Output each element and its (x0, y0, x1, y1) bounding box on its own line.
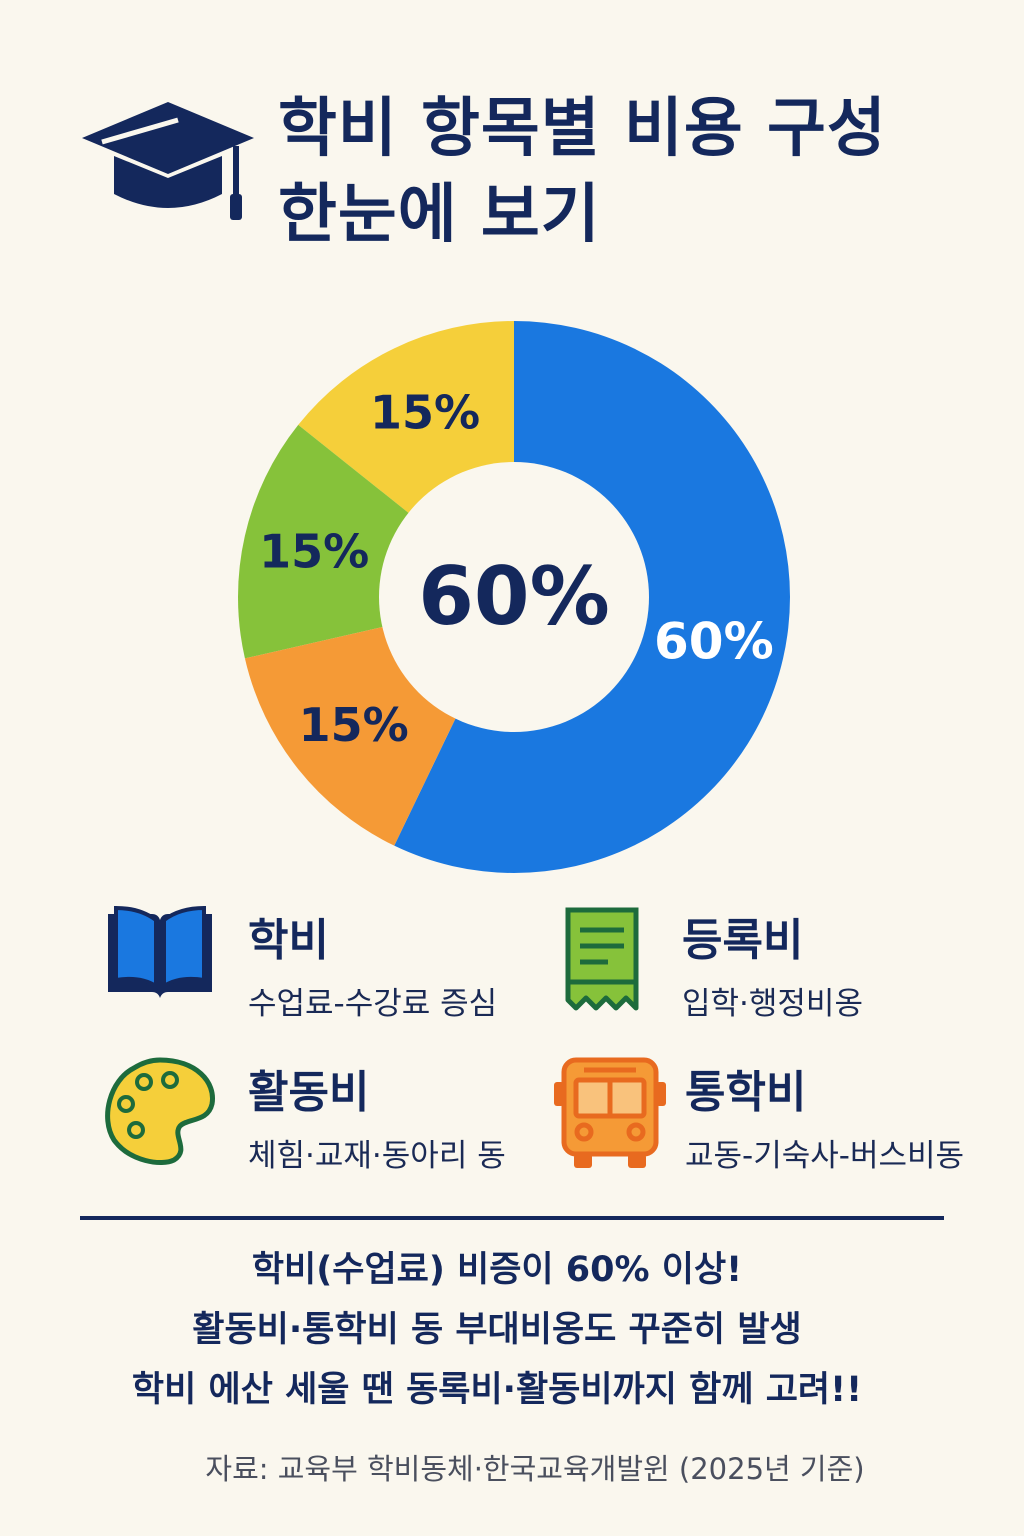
legend-name: 학비 (248, 915, 329, 966)
bus-icon (554, 1057, 666, 1168)
legend-name: 등록비 (682, 915, 804, 966)
legend-desc: 체힘·교재·동아리 동 (248, 1138, 506, 1174)
open-book-icon (108, 905, 212, 998)
receipt-icon (565, 907, 639, 1011)
chart-slice-labels: 60% 15% 15% 15% (259, 385, 774, 752)
title-line-1: 학비 항목별 비용 구성 (278, 92, 887, 166)
divider (80, 1216, 944, 1220)
legend: 학비 수업료-수강료 증심 등록비 입학·행정비옹 활동비 체힘·교재·동아리 … (100, 900, 1020, 1200)
title-line-2: 한눈에 보기 (278, 178, 601, 252)
center-label: 60% (418, 550, 609, 643)
slice-label-commute: 15% (299, 698, 409, 752)
note-line-3: 학비 에산 세울 땐 동록비·활동비까지 함께 고려!! (131, 1370, 863, 1410)
legend-name: 통학비 (685, 1067, 807, 1118)
legend-item-commute: 통학비 교동-기숙사-버스비동 (550, 1052, 1010, 1182)
donut-chart: 60% 15% 15% 15% 60% (238, 321, 790, 873)
legend-name: 활동비 (248, 1067, 370, 1118)
header: 학비 항목별 비용 구성 한눈에 보기 (78, 80, 998, 290)
legend-desc: 수업료-수강료 증심 (248, 986, 498, 1022)
note-line-1: 학비(수업료) 비증이 60% 이상! (251, 1250, 743, 1290)
legend-desc: 교동-기숙사-버스비동 (685, 1138, 965, 1174)
slice-label-activity: 15% (259, 524, 369, 578)
legend-item-registration: 등록비 입학·행정비옹 (560, 900, 1020, 1030)
legend-item-tuition: 학비 수업료-수강료 증심 (100, 900, 560, 1030)
slice-label-registration: 15% (370, 385, 480, 439)
page-title: 학비 항목별 비용 구성 한눈에 보기 (278, 86, 887, 258)
slice-label-tuition: 60% (654, 613, 774, 671)
graduation-cap-icon (82, 102, 254, 220)
donut-hole (379, 462, 649, 732)
legend-desc: 입학·행정비옹 (682, 986, 863, 1022)
legend-item-activity: 활동비 체힘·교재·동아리 동 (100, 1052, 560, 1182)
summary-notes: 학비(수업료) 비증이 60% 이상! 활동비·통학비 동 부대비옹도 꾸준히 … (0, 1240, 1024, 1420)
palette-icon (105, 1057, 215, 1165)
note-line-2: 활동비·통학비 동 부대비옹도 꾸준히 발생 (192, 1310, 802, 1350)
source-note: 자료: 교육부 학비동체·한국교육개발윈 (2025년 기준) (205, 1452, 865, 1486)
